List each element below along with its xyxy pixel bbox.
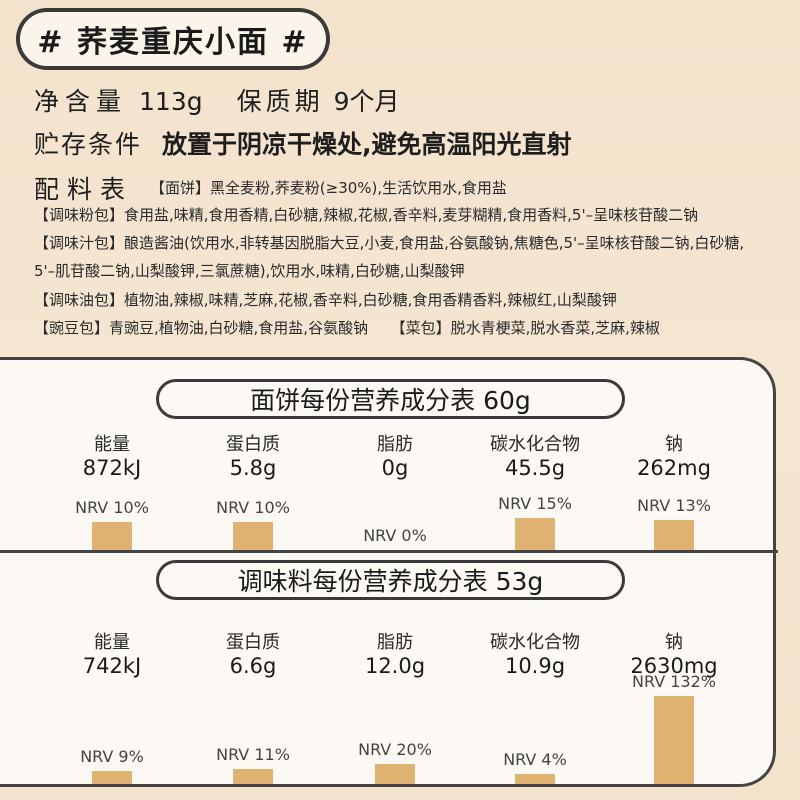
ingredient-line: 【豌豆包】青豌豆,植物油,白砂糖,食用盐,谷氨酸钠 【菜包】脱水青梗菜,脱水香菜… xyxy=(34,319,660,337)
nutrient-value: 12.0g xyxy=(364,654,426,678)
nutrient-value: 872kJ xyxy=(82,456,142,480)
net-shelf-line: 净含量 113g 保质期 9个月 xyxy=(34,82,400,118)
nutrient-value: 6.6g xyxy=(229,654,277,678)
nutrient-value: 2630mg xyxy=(630,654,718,678)
nutrient-name: 碳水化合物 xyxy=(490,434,580,455)
title-badge: # 荞麦重庆小面 # xyxy=(16,8,330,70)
nrv-label: NRV 10% xyxy=(216,498,290,517)
nutrient-name: 能量 xyxy=(94,632,130,653)
nrv-label: NRV 15% xyxy=(498,494,572,513)
nrv-label: NRV 4% xyxy=(503,749,567,769)
nrv-bar xyxy=(515,773,555,784)
ingredients-heading: 配料表 xyxy=(34,175,134,204)
nrv-bar xyxy=(233,522,273,550)
ingredient-line: 【调味粉包】食用盐,味精,食用香精,白砂糖,辣椒,花椒,香辛料,麦芽糊精,食用香… xyxy=(34,206,699,224)
nrv-bar xyxy=(515,518,555,550)
product-title: # 荞麦重庆小面 # xyxy=(20,12,326,66)
nrv-label: NRV 0% xyxy=(363,526,427,545)
ingredient-line: 【面饼】黑全麦粉,荞麦粉(≥30%),生活饮用水,食用盐 xyxy=(150,179,507,197)
nutrient-value: 742kJ xyxy=(82,654,142,678)
nrv-label: NRV 132% xyxy=(632,672,716,691)
nutrient-name: 能量 xyxy=(94,434,130,455)
shelf-life-value: 9个月 xyxy=(333,87,400,116)
net-weight-value: 113g xyxy=(139,87,203,116)
nutrient-name: 蛋白质 xyxy=(226,632,280,653)
section2-title: 调味料每份营养成分表 53g xyxy=(156,560,625,600)
nutrient-value: 5.8g xyxy=(229,456,277,480)
section1-title: 面饼每份营养成分表 60g xyxy=(156,379,625,419)
ingredient-line: 【调味油包】植物油,辣椒,味精,芝麻,花椒,香辛料,白砂糖,食用香精香料,辣椒红… xyxy=(34,291,617,309)
nutrient-value: 0g xyxy=(381,456,409,480)
nutrient-name: 蛋白质 xyxy=(226,434,280,455)
storage-value: 放置于阴凉干燥处,避免高温阳光直射 xyxy=(162,130,572,159)
nrv-label: NRV 13% xyxy=(637,495,711,515)
shelf-life-label: 保质期 xyxy=(236,87,324,116)
nrv-bar xyxy=(92,522,132,550)
nutrient-value: 262mg xyxy=(637,456,711,480)
nrv-bar xyxy=(654,519,694,550)
nutrient-name: 碳水化合物 xyxy=(490,632,580,653)
nutrient-name: 钠 xyxy=(665,434,683,455)
nrv-label: NRV 20% xyxy=(358,739,432,759)
ingredient-line: 5'–肌苷酸二钠,山梨酸钾,三氯蔗糖),饮用水,味精,白砂糖,山梨酸钾 xyxy=(34,262,465,280)
nrv-bar xyxy=(654,696,694,784)
nutrient-name: 脂肪 xyxy=(377,434,413,455)
nrv-bar xyxy=(233,769,273,784)
nutrient-value: 10.9g xyxy=(504,654,566,678)
nrv-label: NRV 9% xyxy=(80,746,144,766)
net-weight-label: 净含量 xyxy=(34,87,128,116)
nrv-bar xyxy=(92,770,132,784)
ingredient-line: 【调味汁包】酿造酱油(饮用水,非转基因脱脂大豆,小麦,食用盐,谷氨酸钠,焦糖色,… xyxy=(34,234,745,252)
nrv-bar xyxy=(375,763,415,784)
storage-label: 贮存条件 xyxy=(34,130,143,159)
nrv-label: NRV 11% xyxy=(216,745,290,765)
nutrient-name: 钠 xyxy=(665,632,683,653)
nutrient-name: 脂肪 xyxy=(377,632,413,653)
section-divider xyxy=(0,550,778,553)
nrv-label: NRV 10% xyxy=(75,498,149,517)
storage-line: 贮存条件 放置于阴凉干燥处,避免高温阳光直射 xyxy=(34,125,572,161)
nutrient-value: 45.5g xyxy=(504,456,566,480)
